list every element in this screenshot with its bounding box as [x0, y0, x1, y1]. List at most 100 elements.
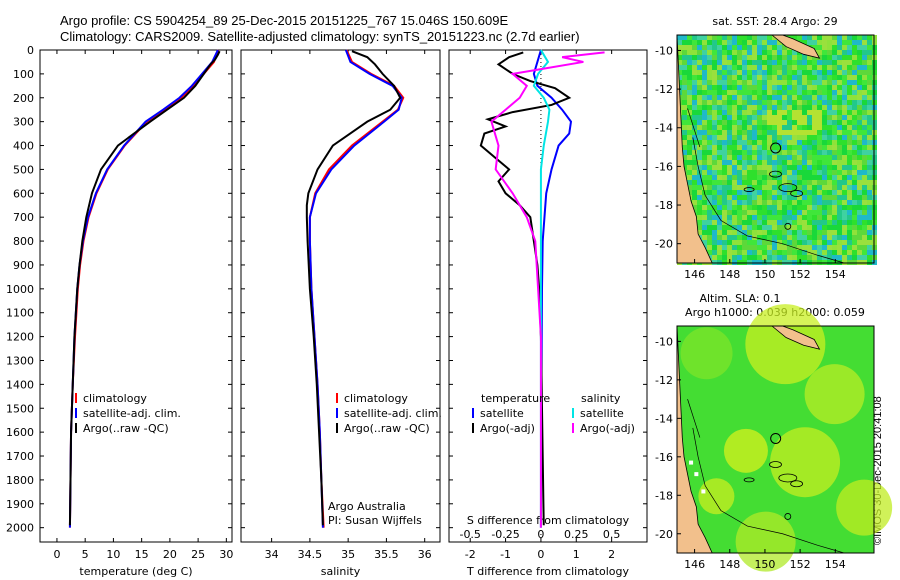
sst-cell — [757, 190, 762, 195]
salinity-annotation: PI: Susan Wijffels — [328, 514, 422, 527]
sst-cell — [797, 235, 802, 240]
sst-cell — [702, 50, 707, 55]
sst-cell — [852, 125, 857, 130]
sst-cell — [717, 75, 722, 80]
sst-cell — [827, 125, 832, 130]
sst-cell — [857, 230, 862, 235]
sst-cell — [802, 65, 807, 70]
sst-cell — [682, 135, 687, 140]
sst-cell — [852, 45, 857, 50]
sst-cell — [847, 130, 852, 135]
sst-cell — [717, 160, 722, 165]
sst-cell — [827, 225, 832, 230]
sst-cell — [767, 205, 772, 210]
sst-cell — [702, 80, 707, 85]
sst-cell — [682, 125, 687, 130]
sst-cell — [817, 185, 822, 190]
sst-cell — [732, 150, 737, 155]
sst-cell — [857, 110, 862, 115]
sst-cell — [802, 215, 807, 220]
salinity-diff-axis-label: S difference from climatology — [467, 514, 630, 527]
sst-cell — [857, 115, 862, 120]
salinity-xtick-label: 35 — [341, 548, 355, 561]
sst-cell — [772, 115, 777, 120]
sst-cell — [687, 145, 692, 150]
sst-cell — [737, 55, 742, 60]
sst-cell — [802, 205, 807, 210]
salinity-annotation: Argo Australia — [328, 500, 406, 513]
sst-cell — [792, 80, 797, 85]
sst-cell — [767, 35, 772, 40]
sst-cell — [787, 130, 792, 135]
sst-cell — [867, 215, 872, 220]
sst-cell — [862, 145, 867, 150]
sst-cell — [822, 50, 827, 55]
sst-cell — [742, 45, 747, 50]
sst-cell — [842, 130, 847, 135]
sst-cell — [717, 255, 722, 260]
sst-cell — [722, 150, 727, 155]
sst-cell — [767, 60, 772, 65]
sst-cell — [832, 145, 837, 150]
sst-cell — [682, 160, 687, 165]
sst-cell — [757, 160, 762, 165]
sst-cell — [832, 195, 837, 200]
sst-cell — [752, 165, 757, 170]
sst-cell — [862, 205, 867, 210]
sst-cell — [752, 215, 757, 220]
depth-tick-label: 1700 — [6, 450, 34, 463]
sst-cell — [712, 75, 717, 80]
sst-cell — [762, 215, 767, 220]
sst-cell — [767, 255, 772, 260]
sst-cell — [762, 205, 767, 210]
sst-cell — [827, 60, 832, 65]
sst-cell — [847, 150, 852, 155]
sst-cell — [702, 210, 707, 215]
sst-cell — [817, 70, 822, 75]
sst-cell — [717, 55, 722, 60]
sst-cell — [742, 210, 747, 215]
sst-cell — [777, 75, 782, 80]
sst-cell — [802, 150, 807, 155]
sst-cell — [757, 195, 762, 200]
sst-cell — [762, 210, 767, 215]
sst-cell — [862, 180, 867, 185]
sst-cell — [792, 140, 797, 145]
sst-cell — [722, 70, 727, 75]
sst-cell — [732, 200, 737, 205]
sst-cell — [747, 90, 752, 95]
sst_map-xtick-label: 146 — [684, 268, 705, 281]
sst-cell — [847, 210, 852, 215]
sst-cell — [857, 185, 862, 190]
sst-cell — [737, 190, 742, 195]
sst-cell — [697, 205, 702, 210]
sst-cell — [722, 215, 727, 220]
sst-cell — [807, 210, 812, 215]
sst-cell — [692, 110, 697, 115]
sst-cell — [767, 130, 772, 135]
sst-cell — [732, 245, 737, 250]
temperature-series-satellite-adj-clim- — [68, 49, 219, 528]
sst-cell — [737, 60, 742, 65]
sst-cell — [837, 215, 842, 220]
temperature-xtick-label: 30 — [219, 548, 233, 561]
sst-cell — [832, 200, 837, 205]
diff-legend-title-right: salinity — [581, 392, 621, 405]
sst-cell — [727, 150, 732, 155]
depth-tick-label: 400 — [13, 140, 34, 153]
sst-cell — [842, 225, 847, 230]
difference-frame — [448, 49, 648, 543]
sst-cell — [762, 60, 767, 65]
sst-cell — [822, 125, 827, 130]
sst-cell — [717, 120, 722, 125]
sst-cell — [867, 130, 872, 135]
sst-cell — [802, 130, 807, 135]
sst-cell — [827, 145, 832, 150]
sst-cell — [817, 225, 822, 230]
sst-cell — [742, 175, 747, 180]
difference-series-s-argo-adj- — [490, 51, 605, 528]
sst-cell — [792, 85, 797, 90]
sst-cell — [807, 70, 812, 75]
sst-cell — [712, 160, 717, 165]
diff-legend-label: Argo(-adj) — [480, 422, 535, 435]
